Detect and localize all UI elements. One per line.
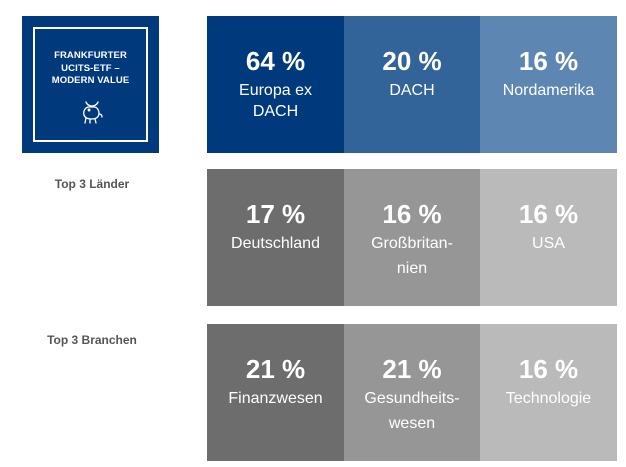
row-label-sectors: Top 3 Branchen: [47, 333, 137, 347]
percent-value: 16 %: [518, 199, 579, 229]
cell-label-line-1: Deutschland: [231, 235, 320, 252]
cell-label-line-1: Technologie: [505, 390, 592, 407]
cell-sector-health: 21 % Gesundheits- wesen: [344, 324, 480, 461]
percent-value: 16 %: [518, 354, 579, 384]
percent-value: 17 %: [245, 199, 306, 229]
cell-region-europe: 64 % Europa ex DACH: [207, 16, 344, 153]
bull-icon: [83, 101, 103, 124]
cell-country-uk: 16 % Großbritan- nien: [344, 169, 480, 306]
cell-label-line-1: Europa ex: [239, 82, 312, 99]
cell-label-line-2: DACH: [252, 103, 299, 120]
cell-region-north-america: 16 % Nordamerika: [480, 16, 617, 153]
cell-label-line-1: Gesundheits-: [364, 390, 460, 407]
cell-label-line-1: Nordamerika: [502, 82, 595, 99]
logo-frame: FRANKFURTER UCITS-ETF – MODERN VALUE: [33, 27, 148, 142]
cell-label-line-2: nien: [396, 260, 428, 277]
fund-logo: FRANKFURTER UCITS-ETF – MODERN VALUE: [22, 16, 159, 153]
cell-sector-technology: 16 % Technologie: [480, 324, 617, 461]
percent-value: 16 %: [518, 46, 579, 76]
cell-label-line-1: Großbritan-: [371, 235, 453, 252]
cell-country-usa: 16 % USA: [480, 169, 617, 306]
logo-line-3: MODERN VALUE: [51, 75, 130, 86]
percent-value: 16 %: [382, 199, 442, 229]
logo-title: FRANKFURTER UCITS-ETF – MODERN VALUE: [35, 50, 146, 88]
cell-label-line-2: wesen: [388, 415, 436, 432]
cell-country-germany: 17 % Deutschland: [207, 169, 344, 306]
cell-label-line-1: DACH: [389, 82, 435, 99]
logo-line-1: FRANKFURTER: [54, 50, 127, 61]
percent-value: 21 %: [245, 354, 306, 384]
percent-value: 20 %: [382, 46, 442, 76]
cell-sector-finance: 21 % Finanzwesen: [207, 324, 344, 461]
cell-label-line-1: Finanzwesen: [228, 390, 323, 407]
percent-value: 21 %: [382, 354, 442, 384]
row-label-countries: Top 3 Länder: [54, 177, 130, 191]
cell-region-dach: 20 % DACH: [344, 16, 480, 153]
cell-label-line-1: USA: [532, 235, 565, 252]
percent-value: 64 %: [245, 46, 306, 76]
logo-line-2: UCITS-ETF –: [61, 62, 120, 74]
